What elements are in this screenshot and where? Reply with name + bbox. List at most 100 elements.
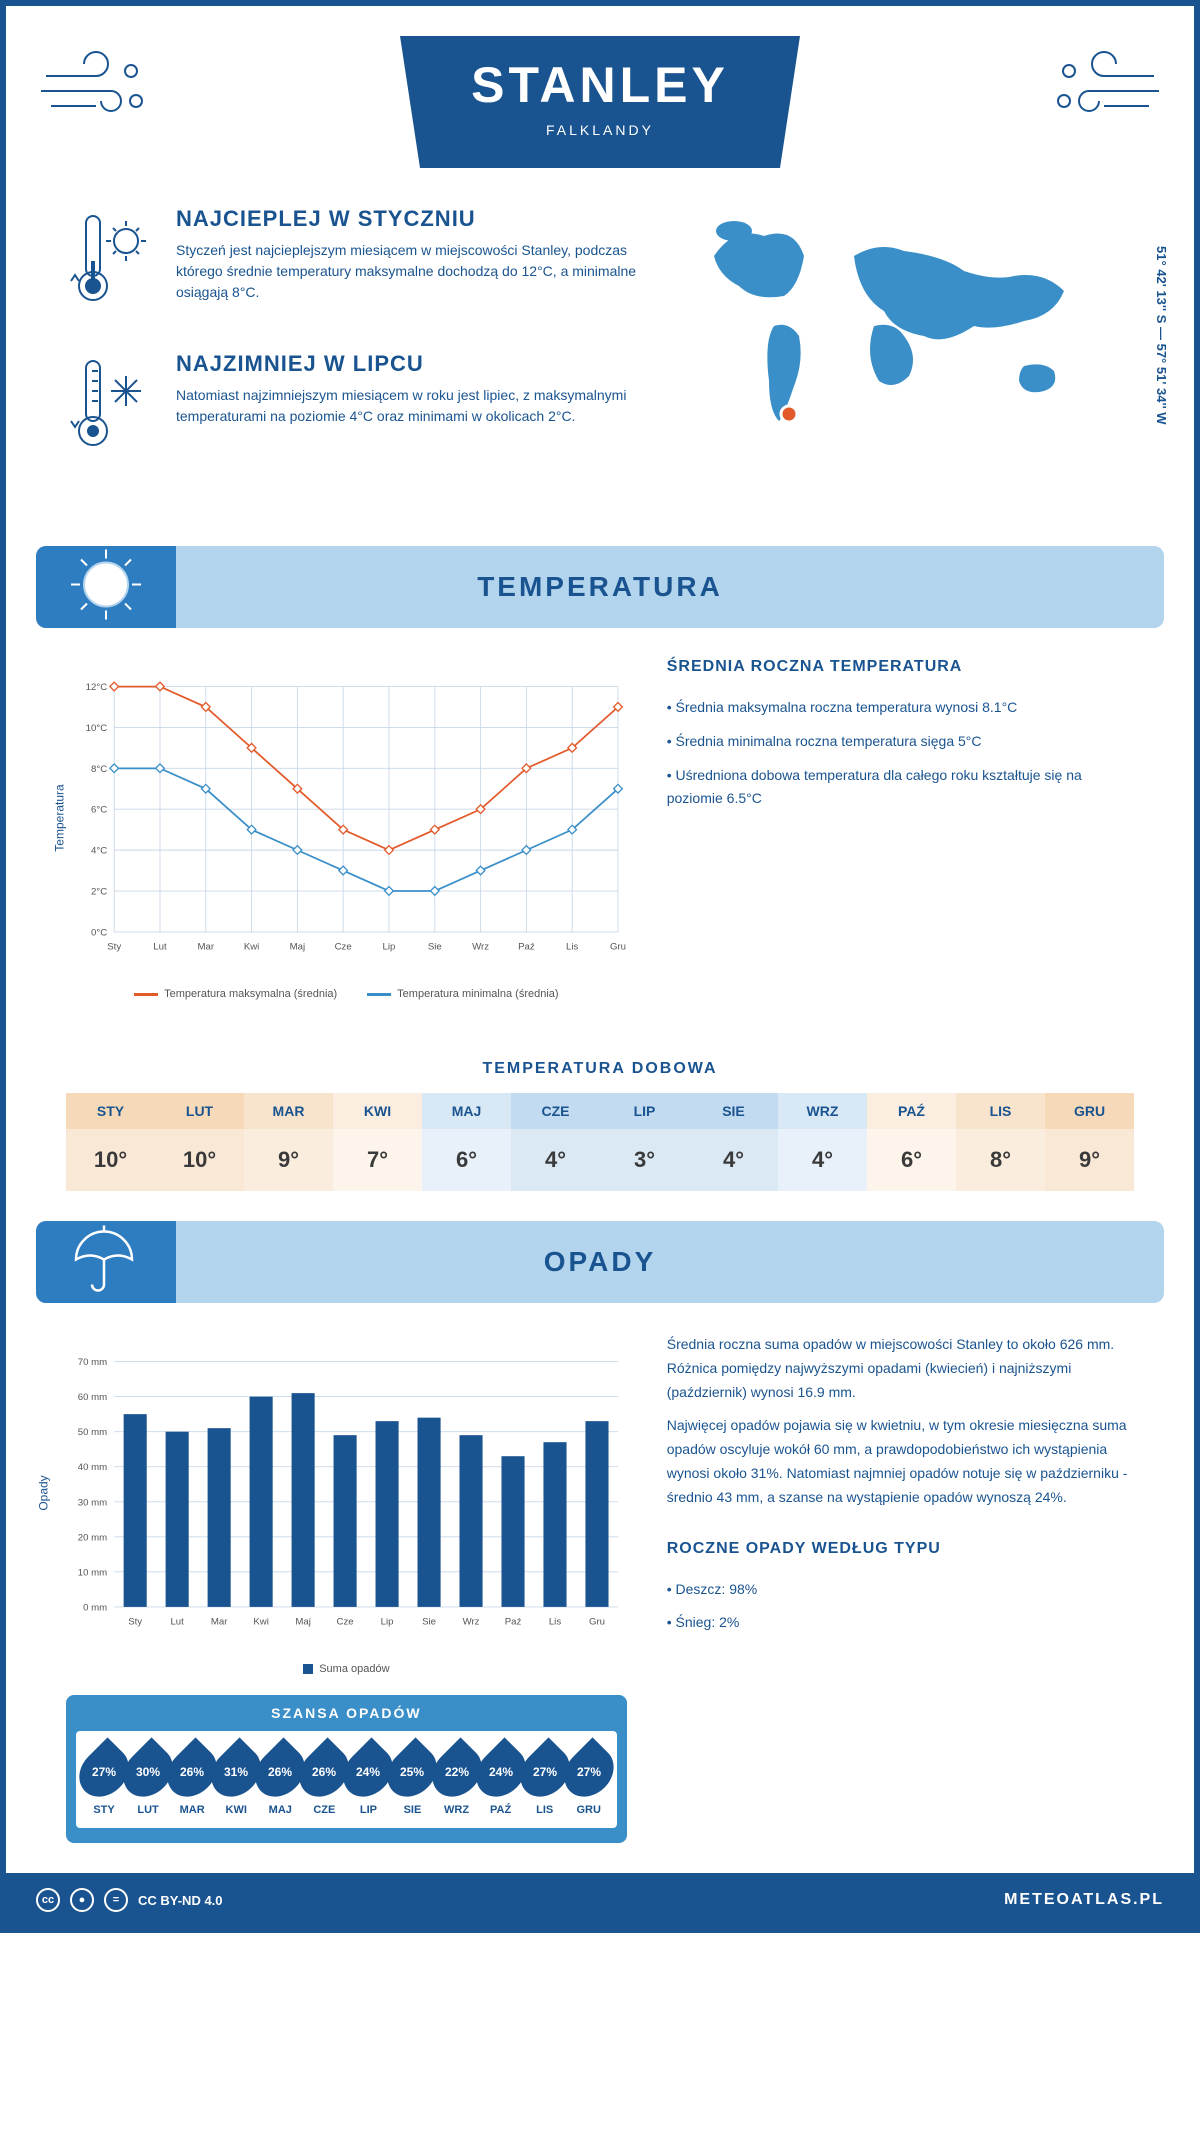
drop-month: LIS xyxy=(523,1804,567,1816)
info-bullet: • Średnia minimalna roczna temperatura s… xyxy=(667,730,1134,754)
umbrella-icon xyxy=(61,1221,141,1303)
coldest-text: Natomiast najzimniejszym miesiącem w rok… xyxy=(176,385,644,427)
temperature-title: TEMPERATURA xyxy=(36,571,1164,603)
rain-legend-item: Suma opadów xyxy=(303,1663,389,1675)
drop-month: SIE xyxy=(390,1804,434,1816)
month-header: CZE xyxy=(511,1093,600,1129)
month-header: LIP xyxy=(600,1093,689,1129)
svg-text:Maj: Maj xyxy=(290,941,306,952)
svg-text:20 mm: 20 mm xyxy=(78,1532,107,1543)
nd-icon: = xyxy=(104,1888,128,1912)
svg-text:Maj: Maj xyxy=(295,1616,311,1627)
svg-text:Mar: Mar xyxy=(211,1616,228,1627)
svg-text:Lut: Lut xyxy=(153,941,167,952)
drop-month: LUT xyxy=(126,1804,170,1816)
precipitation-title: OPADY xyxy=(36,1246,1164,1278)
thermometer-snow-icon xyxy=(66,351,156,466)
svg-text:Sie: Sie xyxy=(422,1616,436,1627)
fact-content: NAJZIMNIEJ W LIPCU Natomiast najzimniejs… xyxy=(176,351,644,427)
month-header: GRU xyxy=(1045,1093,1134,1129)
svg-text:40 mm: 40 mm xyxy=(78,1462,107,1473)
precipitation-chart-column: Opady 0 mm10 mm20 mm30 mm40 mm50 mm60 mm… xyxy=(66,1333,627,1843)
svg-text:Lip: Lip xyxy=(381,1616,394,1627)
temp-value: 4° xyxy=(511,1129,600,1191)
svg-text:Lip: Lip xyxy=(383,941,396,952)
drop-month: WRZ xyxy=(435,1804,479,1816)
map-column: 51° 42' 13'' S — 57° 51' 34'' W xyxy=(684,206,1134,496)
drop-month: LIP xyxy=(346,1804,390,1816)
precipitation-bar-chart: Opady 0 mm10 mm20 mm30 mm40 mm50 mm60 mm… xyxy=(66,1333,627,1653)
warmest-title: NAJCIEPLEJ W STYCZNIU xyxy=(176,206,644,232)
table-cell: LIP3° xyxy=(600,1093,689,1191)
temperature-chart-column: Temperatura 0°C2°C4°C6°C8°C10°C12°CStyLu… xyxy=(66,658,627,1000)
drop-item: 26%CZE xyxy=(302,1745,346,1816)
svg-text:Lis: Lis xyxy=(566,941,578,952)
svg-text:10 mm: 10 mm xyxy=(78,1567,107,1578)
drop-item: 24%LIP xyxy=(346,1745,390,1816)
temp-value: 9° xyxy=(244,1129,333,1191)
warmest-fact: NAJCIEPLEJ W STYCZNIU Styczeń jest najci… xyxy=(66,206,644,321)
infographic-page: STANLEY FALKLANDY NAJCIEPLEJ W STYCZNIU … xyxy=(0,0,1200,1933)
svg-text:Lis: Lis xyxy=(549,1616,561,1627)
svg-text:60 mm: 60 mm xyxy=(78,1392,107,1403)
drop-item: 31%KWI xyxy=(214,1745,258,1816)
svg-text:Paź: Paź xyxy=(518,941,535,952)
facts-column: NAJCIEPLEJ W STYCZNIU Styczeń jest najci… xyxy=(66,206,644,496)
month-header: WRZ xyxy=(778,1093,867,1129)
precipitation-info: Średnia roczna suma opadów w miejscowośc… xyxy=(667,1333,1134,1843)
svg-text:12°C: 12°C xyxy=(86,682,108,693)
drop-month: MAR xyxy=(170,1804,214,1816)
table-cell: MAR9° xyxy=(244,1093,333,1191)
title-banner: STANLEY FALKLANDY xyxy=(400,36,800,168)
legend-item: Temperatura minimalna (średnia) xyxy=(367,988,558,1000)
temperature-legend: Temperatura maksymalna (średnia)Temperat… xyxy=(66,988,627,1000)
table-cell: CZE4° xyxy=(511,1093,600,1191)
info-bullet: • Deszcz: 98% xyxy=(667,1578,1134,1602)
temp-value: 7° xyxy=(333,1129,422,1191)
country-name: FALKLANDY xyxy=(430,122,770,138)
drop-item: 30%LUT xyxy=(126,1745,170,1816)
sun-icon xyxy=(66,546,146,628)
rain-chance-panel: SZANSA OPADÓW 27%STY30%LUT26%MAR31%KWI26… xyxy=(66,1695,627,1843)
drop-item: 22%WRZ xyxy=(435,1745,479,1816)
month-header: LUT xyxy=(155,1093,244,1129)
drop-month: KWI xyxy=(214,1804,258,1816)
svg-text:Lut: Lut xyxy=(170,1616,184,1627)
month-header: LIS xyxy=(956,1093,1045,1129)
table-cell: GRU9° xyxy=(1045,1093,1134,1191)
daily-temperature-table: STY10°LUT10°MAR9°KWI7°MAJ6°CZE4°LIP3°SIE… xyxy=(66,1093,1134,1191)
drop-month: GRU xyxy=(567,1804,611,1816)
table-cell: PAŹ6° xyxy=(867,1093,956,1191)
drop-month: MAJ xyxy=(258,1804,302,1816)
month-header: MAR xyxy=(244,1093,333,1129)
svg-text:Kwi: Kwi xyxy=(244,941,260,952)
svg-text:Mar: Mar xyxy=(197,941,214,952)
world-map xyxy=(684,206,1094,436)
temp-info-title: ŚREDNIA ROCZNA TEMPERATURA xyxy=(667,658,1134,676)
svg-text:Gru: Gru xyxy=(610,941,626,952)
svg-text:Wrz: Wrz xyxy=(463,1616,480,1627)
drop-item: 27%STY xyxy=(82,1745,126,1816)
svg-text:Sie: Sie xyxy=(428,941,442,952)
rain-legend: Suma opadów xyxy=(66,1663,627,1675)
svg-text:50 mm: 50 mm xyxy=(78,1427,107,1438)
rain-chance-title: SZANSA OPADÓW xyxy=(76,1695,617,1731)
month-header: PAŹ xyxy=(867,1093,956,1129)
rain-info-p1: Średnia roczna suma opadów w miejscowośc… xyxy=(667,1333,1134,1404)
daily-temp-title: TEMPERATURA DOBOWA xyxy=(6,1060,1194,1078)
warmest-text: Styczeń jest najcieplejszym miesiącem w … xyxy=(176,240,644,303)
temp-value: 9° xyxy=(1045,1129,1134,1191)
footer: cc ● = CC BY-ND 4.0 METEOATLAS.PL xyxy=(6,1873,1194,1927)
month-header: KWI xyxy=(333,1093,422,1129)
drop-month: PAŹ xyxy=(479,1804,523,1816)
svg-text:Cze: Cze xyxy=(335,941,352,952)
svg-text:4°C: 4°C xyxy=(91,846,107,857)
svg-text:6°C: 6°C xyxy=(91,805,107,816)
site-name: METEOATLAS.PL xyxy=(1004,1891,1164,1909)
temperature-info: ŚREDNIA ROCZNA TEMPERATURA • Średnia mak… xyxy=(667,658,1134,1000)
table-cell: WRZ4° xyxy=(778,1093,867,1191)
drop-item: 26%MAJ xyxy=(258,1745,302,1816)
info-bullet: • Śnieg: 2% xyxy=(667,1611,1134,1635)
header: STANLEY FALKLANDY xyxy=(6,6,1194,206)
fact-content: NAJCIEPLEJ W STYCZNIU Styczeń jest najci… xyxy=(176,206,644,303)
